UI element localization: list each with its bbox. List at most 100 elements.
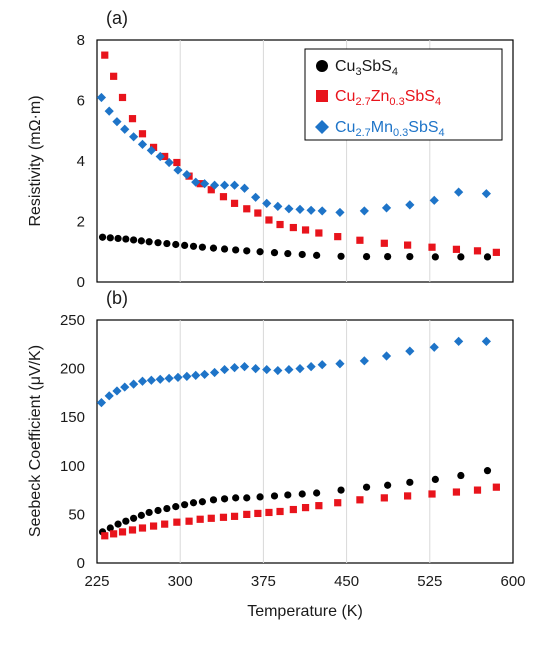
- data-point-square: [452, 488, 461, 496]
- x-tick-label: 600: [500, 573, 525, 590]
- data-point-diamond: [381, 203, 392, 213]
- data-point-circle: [232, 246, 240, 254]
- data-point-diamond: [405, 200, 415, 210]
- data-point-diamond: [262, 364, 272, 375]
- data-point-circle: [145, 508, 153, 517]
- data-point-diamond: [219, 364, 230, 375]
- legend-label-cu3sbs4: Cu3SbS4: [335, 58, 398, 78]
- data-point-diamond: [251, 364, 261, 374]
- data-point-circle: [137, 237, 145, 245]
- panel-a: 0 2 4 6 8 Resistivity (mΩ·m) (a) Cu3SbS4…: [27, 8, 514, 291]
- data-point-square: [428, 243, 436, 251]
- data-point-square: [207, 514, 215, 522]
- data-point-square: [196, 515, 204, 523]
- data-point-square: [219, 193, 228, 201]
- data-point-diamond: [262, 198, 272, 208]
- data-point-circle: [431, 253, 439, 261]
- data-point-diamond: [273, 365, 283, 376]
- data-point-circle: [220, 495, 229, 503]
- data-point-square: [219, 513, 228, 521]
- data-point-diamond: [239, 362, 250, 372]
- data-point-diamond: [306, 205, 316, 215]
- data-point-square: [207, 186, 215, 194]
- x-tick-label: 450: [334, 573, 359, 590]
- data-point-square: [138, 130, 147, 138]
- data-point-square: [118, 93, 127, 102]
- data-point-diamond: [359, 356, 369, 366]
- panel-b-y-tick-label: 50: [68, 506, 85, 523]
- data-point-circle: [284, 249, 292, 258]
- data-point-square: [404, 241, 412, 249]
- panel-b-x-tick-labels: 225 300 375 450 525 600: [84, 573, 525, 590]
- data-point-diamond: [104, 391, 114, 401]
- data-point-diamond: [137, 139, 148, 149]
- data-point-circle: [106, 234, 114, 242]
- data-point-diamond: [155, 151, 165, 162]
- data-point-square: [265, 508, 273, 517]
- data-point-diamond: [454, 187, 464, 197]
- data-point-diamond: [96, 92, 107, 103]
- data-point-circle: [362, 483, 371, 491]
- legend-marker-circle: [316, 60, 328, 72]
- data-point-circle: [337, 252, 345, 260]
- data-point-square: [315, 502, 323, 510]
- data-point-circle: [189, 499, 198, 507]
- data-point-diamond: [137, 376, 148, 386]
- data-point-circle: [337, 486, 345, 494]
- data-point-square: [404, 492, 412, 500]
- data-point-circle: [172, 240, 180, 249]
- data-point-circle: [270, 492, 279, 500]
- data-point-square: [301, 226, 310, 234]
- data-point-square: [138, 524, 147, 532]
- data-point-diamond: [335, 207, 345, 218]
- data-point-square: [101, 532, 109, 540]
- panel-a-plot-area: [96, 39, 514, 283]
- panel-a-y-tick-labels: 0 2 4 6 8: [77, 32, 85, 291]
- data-point-circle: [163, 239, 171, 248]
- panel-b-points: [96, 336, 500, 540]
- data-point-circle: [163, 504, 171, 513]
- data-point-circle: [114, 234, 122, 243]
- legend: Cu3SbS4 Cu2.7Zn0.3SbS4 Cu2.7Mn0.3SbS4: [304, 48, 503, 141]
- data-point-circle: [98, 233, 107, 241]
- data-point-square: [149, 522, 158, 530]
- data-point-diamond: [229, 363, 240, 373]
- data-point-square: [128, 526, 137, 534]
- data-point-circle: [154, 239, 162, 247]
- data-point-diamond: [229, 180, 240, 190]
- data-point-diamond: [120, 124, 130, 134]
- x-axis-title: Temperature (K): [247, 603, 363, 620]
- data-point-circle: [298, 490, 306, 498]
- data-point-diamond: [295, 204, 305, 214]
- data-point-square: [334, 499, 342, 507]
- data-point-square: [230, 512, 239, 520]
- data-point-diamond: [284, 204, 294, 214]
- data-point-circle: [457, 253, 465, 261]
- data-point-circle: [483, 253, 492, 261]
- data-point-square: [254, 209, 262, 217]
- data-point-square: [101, 51, 109, 59]
- data-point-circle: [232, 494, 240, 502]
- data-point-diamond: [164, 373, 174, 383]
- data-point-diamond: [173, 165, 183, 175]
- data-point-square: [289, 223, 297, 232]
- panel-b-label: (b): [106, 288, 128, 308]
- x-tick-label: 225: [84, 573, 109, 590]
- panel-a-y-tick-label: 2: [77, 214, 85, 231]
- data-point-circle: [362, 252, 371, 261]
- data-point-circle: [284, 491, 292, 499]
- data-point-square: [173, 158, 181, 167]
- data-point-circle: [483, 467, 492, 475]
- data-point-diamond: [306, 362, 316, 372]
- data-point-circle: [181, 241, 189, 249]
- data-point-square: [492, 248, 500, 256]
- data-point-square: [276, 220, 284, 229]
- data-point-diamond: [429, 342, 439, 352]
- data-point-circle: [457, 471, 465, 480]
- panel-a-y-tick-label: 4: [77, 153, 85, 170]
- data-point-diamond: [405, 346, 415, 356]
- data-point-square: [185, 517, 193, 525]
- data-point-circle: [130, 514, 138, 522]
- data-point-square: [356, 236, 364, 244]
